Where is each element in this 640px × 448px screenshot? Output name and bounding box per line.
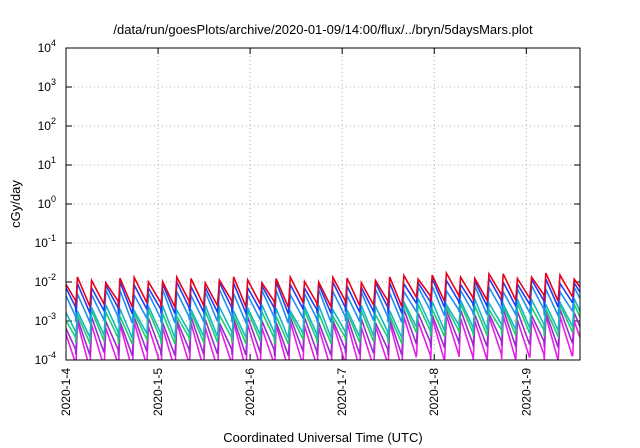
y-tick-exponent: -3 [48,311,56,321]
y-tick-label: 100 [38,194,56,211]
y-tick-base: 10 [38,158,52,172]
y-tick-base: 10 [38,197,52,211]
y-tick-exponent: -2 [48,272,56,282]
y-tick-base: 10 [35,275,49,289]
x-tick-label: 2020-1-4 [59,368,73,416]
series-group [66,270,580,360]
y-tick-label: 101 [38,155,56,172]
x-tick-labels: 2020-1-4 2020-1-5 2020-1-6 2020-1-7 2020-1-8… [59,368,533,416]
y-tick-base: 10 [35,314,49,328]
y-tick-base: 10 [35,236,49,250]
y-axis-label: cGy/day [8,180,23,228]
y-tick-exponent: -4 [48,350,56,360]
y-tick-exponent: 4 [51,38,56,48]
y-tick-base: 10 [38,119,52,133]
y-tick-exponent: 0 [51,194,56,204]
y-tick-base: 10 [38,80,52,94]
y-tick-exponent: 1 [51,155,56,165]
plot-frame [65,47,581,361]
y-tick-label: 103 [38,77,56,94]
y-tick-label: 104 [38,38,56,55]
y-tick-label: 10-4 [35,350,56,367]
chart-title: /data/run/goesPlots/archive/2020-01-09/1… [113,22,533,37]
y-tick-base: 10 [38,41,52,55]
y-tick-base: 10 [35,353,49,367]
x-tick-label: 2020-1-6 [243,368,257,416]
y-tick-label: 10-1 [35,233,56,250]
y-tick-exponent: 3 [51,77,56,87]
x-tick-label: 2020-1-9 [519,368,533,416]
x-axis-label: Coordinated Universal Time (UTC) [223,430,422,445]
y-tick-label: 102 [38,116,56,133]
series-line-1 [66,270,580,311]
y-tick-label: 10-3 [35,311,56,328]
x-tick-label: 2020-1-7 [335,368,349,416]
y-tick-label: 10-2 [35,272,56,289]
x-tick-label: 2020-1-8 [427,368,441,416]
y-tick-exponent: -1 [48,233,56,243]
y-tick-exponent: 2 [51,116,56,126]
x-tick-label: 2020-1-5 [151,368,165,416]
